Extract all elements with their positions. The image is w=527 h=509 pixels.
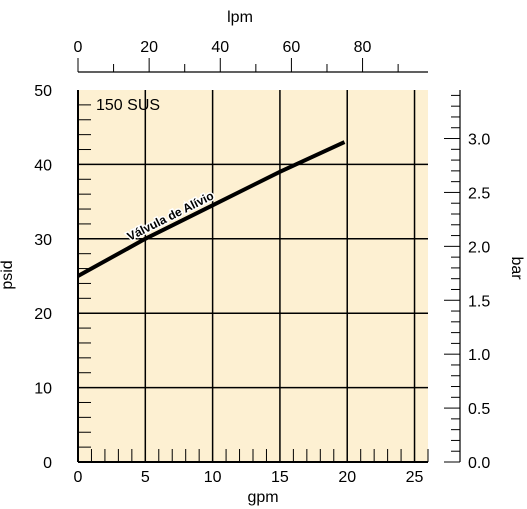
x2-axis-title: lpm xyxy=(227,9,253,26)
x2-tick-label: 80 xyxy=(354,39,372,56)
x-tick-label: 0 xyxy=(74,469,83,486)
right-axis: 0.0 0.5 1.0 1.5 2.0 2.5 3.0 xyxy=(444,90,490,472)
y2-tick-label: 1.0 xyxy=(468,347,490,364)
y2-tick-label: 2.0 xyxy=(468,239,490,256)
x-tick-label: 25 xyxy=(406,469,424,486)
x2-tick-label: 40 xyxy=(211,39,229,56)
top-axis: 0 20 40 60 80 xyxy=(74,39,428,73)
y2-tick-label: 0.0 xyxy=(468,455,490,472)
x-axis-title: gpm xyxy=(247,489,278,506)
x-tick-label: 15 xyxy=(271,469,289,486)
x-tick-label: 20 xyxy=(338,469,356,486)
y2-tick-label: 3.0 xyxy=(468,132,490,149)
y2-axis-title: bar xyxy=(508,256,525,280)
y-axis-title: psid xyxy=(0,260,16,289)
x2-tick-label: 60 xyxy=(283,39,301,56)
y-tick-label: 30 xyxy=(34,232,52,249)
plot-background xyxy=(78,90,428,462)
y2-tick-label: 1.5 xyxy=(468,293,490,310)
y-tick-label: 20 xyxy=(34,306,52,323)
relief-valve-line xyxy=(77,140,346,278)
grid-layer xyxy=(77,90,428,463)
x-tick-label: 10 xyxy=(204,469,222,486)
y-tick-label: 10 xyxy=(34,381,52,398)
x2-tick-label: 0 xyxy=(74,39,83,56)
x2-tick-label: 20 xyxy=(140,39,158,56)
x-tick-label: 5 xyxy=(141,469,150,486)
series-layer xyxy=(77,140,346,278)
minor-tick-layer xyxy=(78,104,429,462)
plot-layer xyxy=(78,90,428,462)
labels-layer: 0 5 10 15 20 25 0 10 20 30 40 50 xyxy=(34,83,423,486)
y-tick-label: 0 xyxy=(43,455,52,472)
corner-label: 150 SUS xyxy=(96,97,160,114)
y-tick-label: 50 xyxy=(34,83,52,100)
y-tick-label: 40 xyxy=(34,157,52,174)
y2-tick-label: 0.5 xyxy=(468,401,490,418)
y2-tick-label: 2.5 xyxy=(468,185,490,202)
